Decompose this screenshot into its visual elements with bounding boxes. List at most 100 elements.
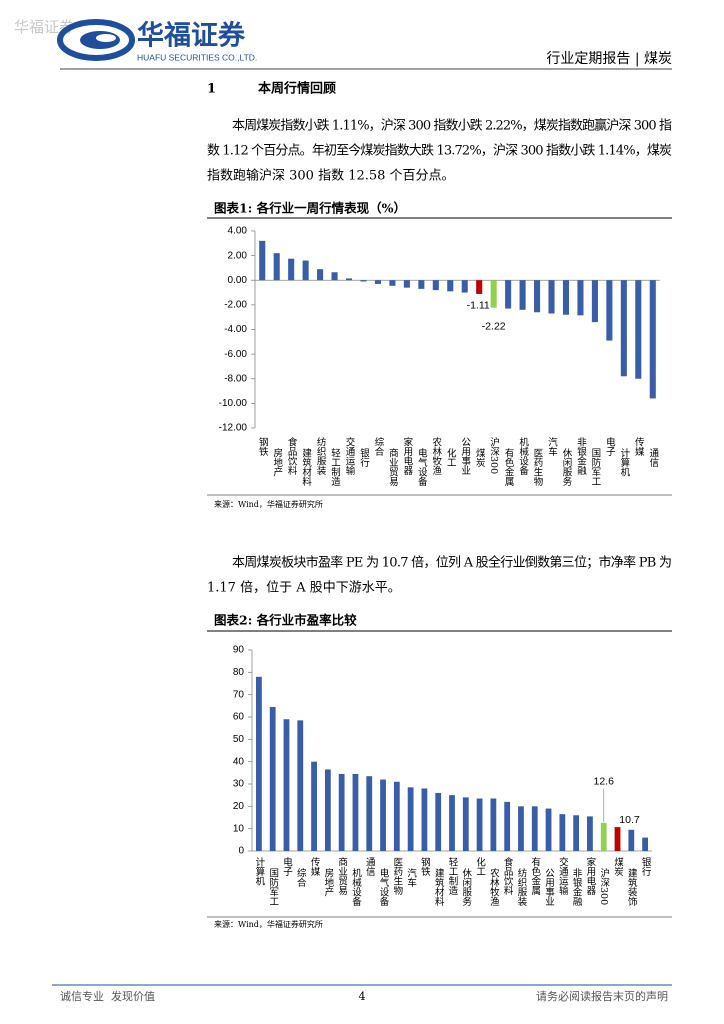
- y-tick-label: 4.00: [228, 226, 248, 237]
- bar: [490, 280, 497, 308]
- bar: [374, 280, 381, 284]
- bar: [606, 280, 613, 341]
- bar: [380, 779, 386, 851]
- footer-right: 请务必阅读报告末页的声明: [536, 989, 668, 1003]
- bar: [545, 808, 552, 851]
- x-tick-label: 综合: [295, 867, 307, 888]
- company-name: 华福证券: [137, 20, 246, 52]
- x-tick-label: 银行: [358, 447, 370, 468]
- y-tick-label: 30: [233, 779, 245, 790]
- x-tick-label: 银行: [640, 856, 652, 877]
- figure-source: 来源：Wind，华福证券研究所: [214, 499, 323, 509]
- x-tick-label: 汽车: [546, 436, 558, 457]
- bar: [449, 795, 455, 851]
- y-tick-label: -8.00: [224, 373, 247, 384]
- bar: [447, 280, 454, 292]
- section-number: 1: [207, 82, 216, 97]
- y-tick-label: 60: [233, 712, 245, 723]
- x-tick-label: 农林牧渔: [430, 436, 442, 475]
- x-tick-label: 农林牧渔: [488, 867, 500, 906]
- x-tick-label: 通信: [647, 448, 659, 468]
- x-tick-label: 家用电器: [584, 856, 596, 895]
- section-title: 本周行情回顾: [258, 81, 336, 97]
- x-tick-label: 有色金属: [503, 447, 515, 487]
- x-tick-label: 轻工制造: [329, 447, 341, 487]
- y-tick-label: 0: [238, 846, 244, 857]
- bar: [311, 761, 317, 851]
- x-tick-label: 建筑装饰: [626, 867, 638, 907]
- x-tick-label: 非银金融: [575, 436, 587, 476]
- paragraph-line: 本周煤炭指数小跌 1.11%，沪深 300 指数小跌 2.22%，煤炭指数跑赢沪…: [232, 118, 672, 134]
- x-tick-label: 家用电器: [401, 436, 413, 475]
- bar: [297, 720, 304, 851]
- company-name-en: HUAFU SECURITIES CO.,LTD.: [137, 52, 257, 62]
- bar: [490, 798, 497, 851]
- bar: [331, 272, 338, 281]
- paragraph-line: 数 1.12 个百分点。年初至今煤炭指数大跌 13.72%，沪深 300 指数小…: [207, 143, 672, 159]
- bar: [476, 280, 483, 294]
- bar: [518, 806, 524, 851]
- x-tick-label: 钢铁: [257, 436, 269, 457]
- x-tick-label: 化工: [445, 447, 457, 467]
- bar: [352, 773, 359, 851]
- y-tick-label: 70: [233, 689, 245, 700]
- bar: [345, 278, 353, 281]
- x-tick-label: 通信: [364, 857, 376, 877]
- bar: [505, 280, 512, 309]
- bar: [273, 253, 280, 281]
- bar: [614, 827, 621, 851]
- figure-title: 图表2: 各行业市盈率比较: [214, 613, 357, 628]
- y-tick-label: -12.00: [219, 423, 248, 434]
- paragraph-line: 指数跑输沪深 300 指数 12.58 个百分点。: [207, 168, 455, 184]
- bar: [519, 280, 526, 310]
- bar: [548, 280, 555, 314]
- x-tick-label: 食品饮料: [286, 436, 298, 476]
- x-tick-label: 休闲服务: [460, 867, 472, 907]
- bar: [421, 788, 428, 851]
- report-type: 行业定期报告 | 煤炭: [546, 51, 672, 67]
- y-tick-label: -4.00: [224, 324, 247, 335]
- logo-highlight: [96, 34, 116, 42]
- footer-left: 诚信专业 发现价值: [60, 989, 155, 1003]
- bar: [591, 280, 598, 323]
- x-tick-label: 传媒: [633, 436, 645, 457]
- x-tick-label: 电气设备: [378, 867, 390, 907]
- x-tick-label: 医药生物: [532, 448, 544, 487]
- x-tick-label: 食品饮料: [502, 856, 514, 896]
- bar: [642, 837, 648, 851]
- x-tick-label: 纺织服装: [315, 436, 327, 476]
- x-tick-label: 钢铁: [419, 856, 431, 877]
- x-tick-label: 商业贸易: [387, 447, 399, 487]
- bar: [562, 280, 570, 315]
- x-tick-label: 综合: [372, 436, 384, 457]
- x-tick-label: 公用事业: [459, 437, 471, 475]
- bar: [366, 776, 373, 851]
- bar: [504, 801, 511, 851]
- bar: [432, 280, 439, 291]
- x-tick-label: 国防军工: [267, 868, 279, 906]
- paragraph-line: 1.17 倍，位于 A 股中下游水平。: [207, 581, 401, 596]
- y-tick-label: 90: [233, 645, 245, 656]
- bar: [435, 792, 442, 851]
- x-tick-label: 沪深300: [598, 867, 610, 905]
- x-tick-label: 煤炭: [474, 447, 486, 468]
- x-tick-label: 计算机: [253, 856, 265, 886]
- bar: [302, 260, 309, 281]
- bar: [587, 816, 593, 851]
- x-tick-label: 公用事业: [543, 868, 555, 906]
- x-tick-label: 建筑材料: [300, 447, 312, 487]
- x-tick-label: 轻工制造: [447, 856, 459, 896]
- figure-source: 来源：Wind，华福证券研究所: [214, 919, 323, 929]
- x-tick-label: 房地产: [322, 867, 334, 897]
- bar: [461, 280, 468, 293]
- bar: [259, 240, 266, 281]
- x-tick-label: 有色金属: [529, 856, 541, 896]
- x-tick-label: 计算机: [618, 447, 630, 477]
- bar: [360, 280, 367, 282]
- bar: [577, 280, 584, 316]
- bar: [559, 814, 566, 851]
- y-tick-label: 20: [233, 801, 245, 812]
- bar: [462, 797, 469, 851]
- bar: [649, 280, 656, 399]
